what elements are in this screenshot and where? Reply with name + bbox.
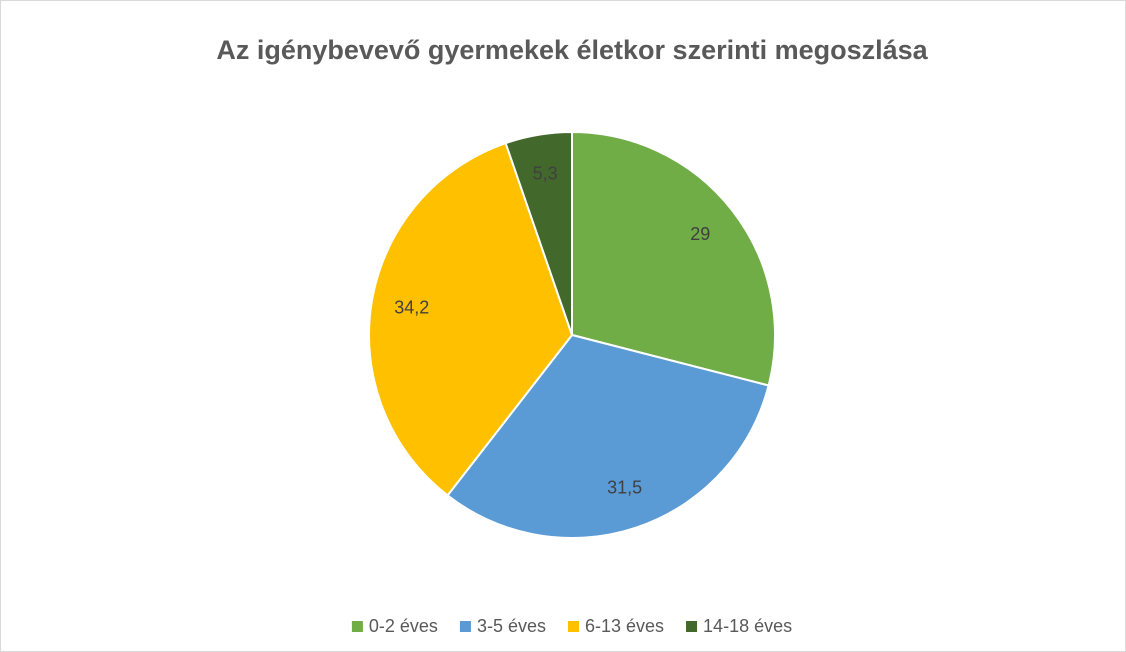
- legend: 0-2 éves 3-5 éves 6-13 éves 14-18 éves: [351, 616, 792, 636]
- data-label: 29: [690, 224, 710, 244]
- legend-label: 3-5 éves: [477, 616, 546, 636]
- legend-swatch: [351, 621, 363, 632]
- data-label: 5,3: [533, 164, 558, 184]
- pie-slice: [446, 333, 770, 539]
- pie-slice: [504, 130, 573, 336]
- data-label: 31,5: [607, 477, 642, 497]
- legend-label: 14-18 éves: [703, 616, 792, 636]
- legend-label: 0-2 éves: [369, 616, 438, 636]
- data-label: 34,2: [394, 297, 429, 317]
- legend-swatch: [459, 621, 471, 632]
- pie-slice: [571, 130, 776, 387]
- legend-swatch: [567, 621, 579, 632]
- legend-swatch: [686, 621, 698, 632]
- pie-slice: [368, 141, 574, 497]
- chart-title: Az igénybevevő gyermekek életkor szerint…: [216, 35, 928, 65]
- legend-label: 6-13 éves: [585, 616, 664, 636]
